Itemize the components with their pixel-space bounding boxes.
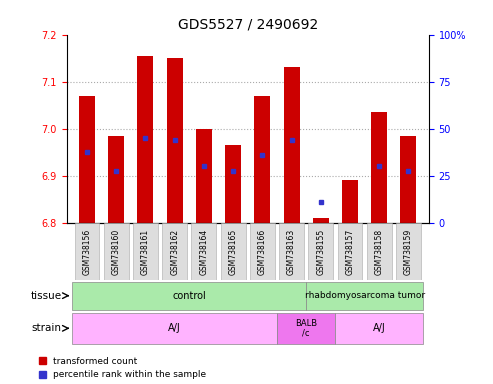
Bar (342, 180, 358, 223)
Text: GSM738156: GSM738156 (82, 228, 92, 275)
Bar (72, 313, 277, 344)
Legend: transformed count, percentile rank within the sample: transformed count, percentile rank withi… (39, 357, 207, 379)
Bar (277, 313, 335, 344)
Bar (221, 223, 246, 280)
Bar (279, 223, 304, 280)
Bar (308, 223, 333, 280)
Bar (400, 136, 417, 223)
Bar (79, 96, 95, 223)
Text: GSM738159: GSM738159 (404, 228, 413, 275)
Text: tissue: tissue (31, 291, 62, 301)
Text: GSM738166: GSM738166 (258, 228, 267, 275)
Bar (133, 223, 158, 280)
Bar (191, 223, 216, 280)
Text: GSM738164: GSM738164 (199, 228, 209, 275)
Bar (225, 145, 241, 223)
Text: strain: strain (32, 323, 62, 333)
Text: A/J: A/J (168, 323, 181, 333)
Bar (367, 223, 391, 280)
Text: GSM738158: GSM738158 (375, 228, 384, 275)
Bar (254, 96, 270, 223)
Text: GSM738157: GSM738157 (346, 228, 354, 275)
Bar (167, 58, 183, 223)
Bar (104, 223, 129, 280)
Bar (396, 223, 421, 280)
Text: GSM738161: GSM738161 (141, 228, 150, 275)
Bar (108, 136, 124, 223)
Text: control: control (173, 291, 206, 301)
Bar (72, 282, 306, 310)
Text: GSM738155: GSM738155 (317, 228, 325, 275)
Bar (283, 68, 300, 223)
Bar (335, 313, 423, 344)
Bar (306, 282, 423, 310)
Text: GSM738163: GSM738163 (287, 228, 296, 275)
Text: GSM738160: GSM738160 (112, 228, 121, 275)
Text: GSM738162: GSM738162 (170, 228, 179, 275)
Text: GDS5527 / 2490692: GDS5527 / 2490692 (177, 17, 318, 31)
Text: GSM738165: GSM738165 (229, 228, 238, 275)
Bar (162, 223, 187, 280)
Bar (338, 223, 362, 280)
Bar (313, 218, 329, 223)
Bar (138, 56, 153, 223)
Text: rhabdomyosarcoma tumor: rhabdomyosarcoma tumor (305, 291, 424, 300)
Bar (196, 129, 212, 223)
Text: A/J: A/J (373, 323, 386, 333)
Bar (371, 112, 387, 223)
Text: BALB
/c: BALB /c (295, 319, 317, 337)
Bar (74, 223, 100, 280)
Bar (250, 223, 275, 280)
